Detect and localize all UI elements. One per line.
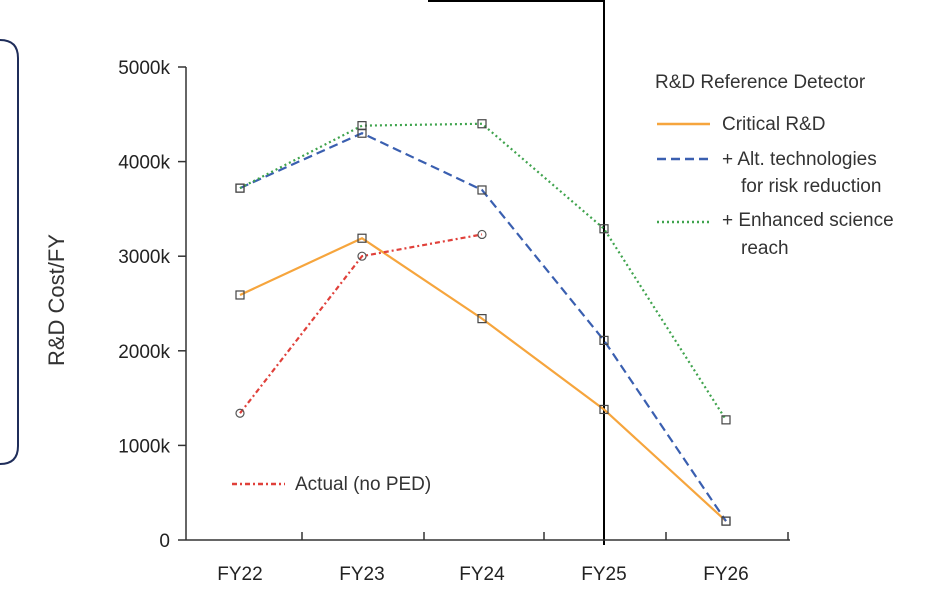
y-tick-label: 0 xyxy=(159,531,170,552)
x-tick-label: FY25 xyxy=(581,564,626,585)
x-tick-label: FY22 xyxy=(217,564,262,585)
data-point xyxy=(721,516,731,526)
legend-label-alt-line2: for risk reduction xyxy=(741,176,881,197)
y-axis-label: R&D Cost/FY xyxy=(44,234,69,366)
data-point xyxy=(477,229,487,240)
series-line xyxy=(239,236,727,522)
data-point xyxy=(235,408,245,418)
x-tick-label: FY26 xyxy=(703,564,748,585)
frame-border xyxy=(0,39,19,465)
data-point xyxy=(357,251,367,261)
x-tick-label: FY23 xyxy=(339,564,384,585)
data-point xyxy=(235,290,245,300)
data-point xyxy=(477,314,487,324)
y-tick-label: 1000k xyxy=(118,436,170,457)
data-point xyxy=(721,415,731,425)
legend-title: R&D Reference Detector xyxy=(655,72,866,93)
legend: R&D Reference Detector Critical R&D + Al… xyxy=(232,72,894,495)
series-line xyxy=(239,122,727,421)
data-point xyxy=(357,233,367,243)
series-line xyxy=(239,132,727,522)
legend-label-alt-line1: + Alt. technologies xyxy=(722,149,877,170)
legend-label-enhanced-line1: + Enhanced science xyxy=(722,210,894,231)
data-point xyxy=(235,183,245,193)
legend-label-critical: Critical R&D xyxy=(722,114,825,135)
data-point xyxy=(599,404,609,415)
legend-label-actual: Actual (no PED) xyxy=(295,474,431,495)
data-point xyxy=(477,119,487,129)
legend-label-enhanced-line2: reach xyxy=(741,238,789,259)
data-point xyxy=(357,121,367,131)
data-point xyxy=(477,185,487,195)
data-point xyxy=(599,224,609,234)
y-tick-label: 4000k xyxy=(118,153,170,174)
y-tick-label: 5000k xyxy=(118,58,170,79)
y-tick-label: 3000k xyxy=(118,247,170,268)
x-tick-label: FY24 xyxy=(459,564,505,585)
y-tick-label: 2000k xyxy=(118,342,170,363)
data-point xyxy=(599,335,609,345)
series-line xyxy=(239,233,483,414)
